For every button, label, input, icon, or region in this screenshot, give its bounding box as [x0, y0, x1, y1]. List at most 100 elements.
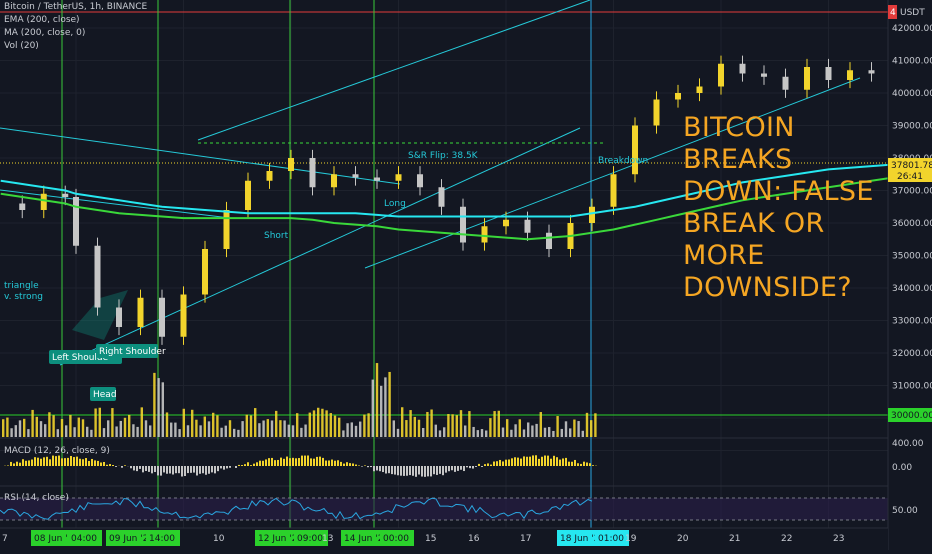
candle-body: [804, 67, 810, 90]
macd-histogram-bar: [391, 466, 393, 474]
macd-histogram-bar: [139, 466, 141, 469]
macd-histogram-bar: [346, 462, 348, 466]
headline: BITCOIN BREAKS DOWN: FALSE BREAK OR MORE…: [683, 112, 913, 304]
candle-body: [62, 194, 68, 197]
volume-bar: [27, 429, 29, 437]
macd-histogram-bar: [469, 466, 471, 468]
volume-bar: [304, 425, 306, 437]
volume-bar: [241, 421, 243, 437]
time-label: 13: [322, 534, 333, 544]
candle-body: [310, 158, 316, 187]
head-label: Head: [93, 390, 117, 400]
macd-histogram-bar: [499, 460, 501, 466]
volume-bar: [363, 415, 365, 437]
macd-histogram-bar: [400, 466, 402, 476]
volume-bar: [149, 425, 151, 437]
volume-bar: [195, 420, 197, 437]
macd-histogram-bar: [394, 466, 396, 475]
macd-histogram-bar: [370, 466, 372, 467]
macd-histogram-bar: [226, 466, 228, 468]
macd-histogram-bar: [103, 462, 105, 466]
volume-bar: [346, 423, 348, 437]
macd-histogram-bar: [571, 462, 573, 466]
volume-bar: [334, 416, 336, 437]
macd-histogram-bar: [19, 463, 21, 466]
candle-body: [374, 178, 380, 181]
volume-bar: [443, 427, 445, 437]
volume-bar: [565, 421, 567, 437]
indicator-ema[interactable]: EMA (200, close): [4, 15, 80, 25]
macd-histogram-bar: [37, 458, 39, 466]
macd-histogram-bar: [562, 458, 564, 466]
macd-histogram-bar: [511, 458, 513, 466]
macd-histogram-bar: [286, 457, 288, 466]
volume-bar: [397, 429, 399, 437]
volume-bar: [275, 411, 277, 437]
macd-histogram-bar: [7, 465, 9, 466]
time-label: 00:00: [383, 534, 409, 544]
candle-body: [396, 174, 402, 181]
macd-histogram-bar: [178, 466, 180, 473]
macd-histogram-bar: [55, 456, 57, 466]
rsi-label[interactable]: RSI (14, close): [4, 493, 69, 503]
volume-bar: [577, 421, 579, 437]
volume-bar: [199, 425, 201, 437]
symbol-title[interactable]: Bitcoin / TetherUS, 1h, BINANCE: [4, 2, 147, 12]
volume-bar: [94, 408, 96, 437]
candle-body: [525, 220, 531, 233]
macd-histogram-bar: [160, 466, 162, 476]
time-label: 16: [468, 534, 480, 544]
volume-bar: [582, 431, 584, 437]
macd-histogram-bar: [580, 464, 582, 466]
macd-histogram-bar: [106, 465, 108, 466]
volume-bar: [2, 419, 4, 437]
macd-histogram-bar: [472, 466, 474, 469]
volume-bar: [418, 420, 420, 437]
macd-label[interactable]: MACD (12, 26, close, 9): [4, 446, 110, 456]
macd-histogram-bar: [412, 466, 414, 476]
macd-histogram-bar: [463, 466, 465, 471]
candle-body: [41, 194, 47, 210]
indicator-ma[interactable]: MA (200, close, 0): [4, 28, 85, 38]
rsi-pane: [0, 498, 888, 520]
macd-histogram-bar: [307, 455, 309, 466]
candle-body: [718, 64, 724, 87]
macd-histogram-bar: [256, 462, 258, 466]
volume-bar: [220, 428, 222, 437]
candle-body: [181, 295, 187, 337]
indicator-vol[interactable]: Vol (20): [4, 41, 39, 51]
candle-body: [460, 207, 466, 243]
volume-bar: [338, 418, 340, 437]
volume-bar: [52, 415, 54, 437]
macd-histogram-bar: [481, 466, 483, 467]
time-label: 14:00: [149, 534, 175, 544]
volume-bar: [405, 420, 407, 437]
candle-body: [503, 220, 509, 227]
volume-bar: [510, 430, 512, 437]
macd-histogram-bar: [175, 466, 177, 473]
macd-histogram-bar: [217, 466, 219, 471]
volume-bar: [586, 413, 588, 437]
macd-histogram-bar: [550, 459, 552, 466]
candle-body: [869, 70, 875, 73]
price-tick: 41000.00: [892, 57, 932, 67]
macd-histogram-bar: [589, 463, 591, 466]
macd-histogram-bar: [292, 458, 294, 466]
macd-histogram-bar: [322, 458, 324, 466]
macd-histogram-bar: [379, 466, 381, 471]
macd-histogram-bar: [334, 461, 336, 466]
triangle-label: triangle: [4, 281, 39, 291]
macd-histogram-bar: [124, 465, 126, 466]
macd-histogram-bar: [505, 460, 507, 466]
volume-bar: [590, 420, 592, 437]
macd-histogram-bar: [250, 465, 252, 466]
macd-histogram-bar: [163, 466, 165, 472]
volume-bar: [40, 421, 42, 437]
volume-bar: [73, 427, 75, 437]
volume-bar: [422, 428, 424, 437]
macd-histogram-bar: [319, 457, 321, 466]
macd-histogram-bar: [31, 460, 33, 466]
volume-bar: [258, 423, 260, 437]
candle-body: [19, 204, 25, 211]
